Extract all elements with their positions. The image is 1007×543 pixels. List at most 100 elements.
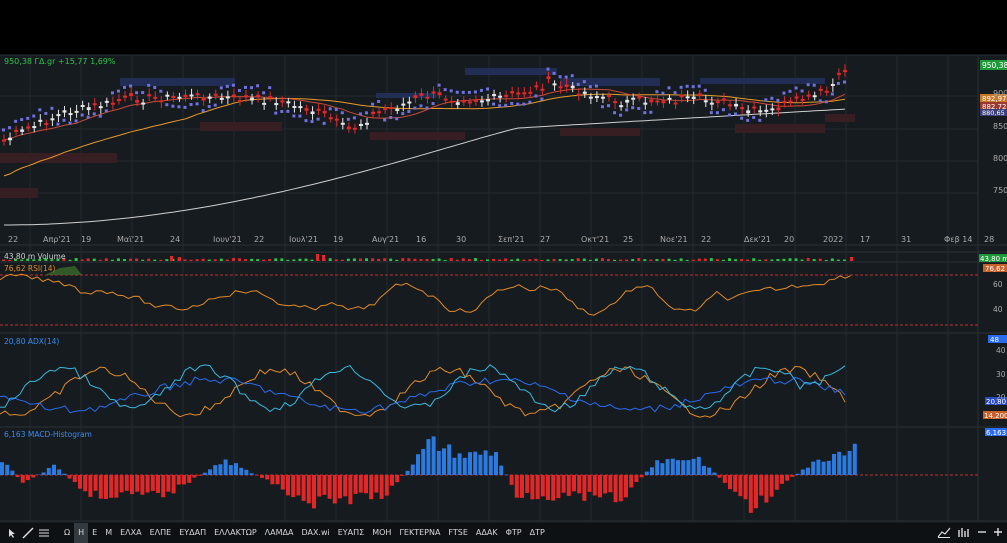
volume-bar	[419, 259, 423, 261]
price-zone	[0, 153, 117, 163]
volume-bar	[231, 258, 235, 261]
macd-bar	[306, 475, 311, 504]
sar-dot	[62, 118, 66, 122]
symbol-tab[interactable]: DAX.wi	[301, 528, 330, 537]
macd-bar	[202, 472, 207, 475]
symbol-tab[interactable]: ΛΑΜΔΑ	[264, 528, 294, 537]
price-tick: 800	[993, 154, 1007, 163]
candle-body	[570, 85, 575, 89]
time-tick: 19	[333, 235, 343, 244]
time-tick: 31	[901, 235, 911, 244]
symbol-tab[interactable]: ΕΥΑΠΣ	[337, 528, 365, 537]
sar-dot	[56, 122, 60, 126]
volume-bar	[752, 258, 756, 261]
candle-body	[340, 122, 345, 125]
macd-bar	[514, 475, 519, 498]
minus-icon[interactable]	[977, 526, 987, 540]
sar-dot	[607, 104, 610, 108]
candle-body	[389, 107, 394, 110]
sar-dot	[443, 88, 447, 92]
sar-dot	[679, 85, 683, 89]
drawing-line-icon[interactable]	[20, 523, 36, 543]
volume-bar	[250, 258, 254, 261]
pointer-icon[interactable]	[4, 523, 20, 543]
macd-bar	[728, 475, 732, 490]
supply-demand-zones	[0, 68, 855, 198]
macd-bar	[31, 475, 36, 478]
candle-body	[8, 137, 13, 141]
macd-bar	[488, 455, 493, 475]
symbol-tab[interactable]: ΑΔΑΚ	[475, 528, 498, 537]
sar-dot	[32, 114, 36, 118]
volume-bar	[800, 259, 804, 261]
candle-body	[383, 107, 388, 110]
sar-dot	[189, 102, 193, 106]
sar-dot	[425, 106, 429, 110]
candle-body	[728, 104, 732, 107]
sar-dot	[467, 90, 471, 94]
symbol-tab[interactable]: ΕΛΧΑ	[120, 528, 142, 537]
sar-dot	[758, 118, 762, 122]
macd-bar	[613, 475, 618, 503]
volume-bar	[178, 257, 181, 261]
volume-bar	[685, 259, 689, 261]
symbol-tab[interactable]: ΜΟΗ	[372, 528, 392, 537]
time-tick: 22	[8, 235, 18, 244]
macd-bar	[785, 475, 790, 481]
line-chart-icon[interactable]	[937, 526, 951, 540]
macd-bar	[790, 475, 795, 477]
sar-dot	[830, 92, 834, 96]
macd-bar	[447, 444, 452, 475]
bar-chart-icon[interactable]	[957, 526, 971, 540]
rsi-badge	[983, 264, 1007, 272]
volume-bar	[170, 256, 173, 261]
macd-bar	[135, 475, 140, 492]
macd-bar	[780, 475, 784, 484]
volume-bar	[68, 259, 72, 261]
last-price-badge	[980, 60, 1007, 70]
timeframe-month[interactable]: Μ	[105, 528, 113, 537]
symbol-tab[interactable]: ΕΛΛΑΚΤΩΡ	[214, 528, 257, 537]
indicators-icon[interactable]	[36, 523, 52, 543]
volume-bar	[395, 259, 399, 261]
candle-body	[504, 94, 509, 97]
sar-dot	[643, 111, 647, 115]
last-price-text: 950,38	[982, 61, 1007, 70]
macd-bar	[806, 467, 810, 475]
macd-bar	[551, 475, 556, 501]
volume-bar	[486, 259, 489, 261]
sar-dot	[165, 103, 169, 107]
timeframe-week[interactable]: Η	[74, 523, 89, 543]
volume-bar	[183, 259, 187, 261]
macd-bar	[426, 439, 431, 475]
symbol-tab[interactable]: ΕΥΔΑΠ	[179, 528, 207, 537]
macd-bar	[343, 475, 348, 497]
macd-bar	[296, 475, 301, 496]
symbol-tab[interactable]: ΓΕΚΤΕΡΝΑ	[399, 528, 441, 537]
macd-bar	[707, 467, 712, 475]
candle-body	[564, 84, 569, 88]
macd-bar	[530, 475, 535, 500]
sar-dot	[812, 83, 816, 87]
time-tick: Μαϊ'21	[117, 235, 144, 244]
candle-body	[141, 102, 146, 105]
timeframe-daily[interactable]: Ω	[64, 528, 71, 537]
sar-dot	[207, 105, 211, 109]
sar-dot	[383, 118, 387, 122]
symbol-tab[interactable]: ΦΤΡ	[505, 528, 522, 537]
volume-bar	[2, 259, 5, 261]
plus-icon[interactable]	[993, 526, 1003, 540]
volume-bar	[625, 259, 629, 261]
sar-dot	[582, 80, 586, 84]
macd-bar	[369, 475, 374, 500]
sar-dot	[619, 113, 623, 117]
symbol-tab[interactable]: ΕΛΠΕ	[149, 528, 172, 537]
volume-bar	[649, 259, 653, 261]
volume-bar	[467, 259, 471, 261]
symbol-tab[interactable]: FTSE	[448, 528, 468, 537]
time-tick: 17	[860, 235, 870, 244]
timeframe-e[interactable]: Ε	[92, 528, 98, 537]
ma-badge-3	[980, 109, 1007, 116]
symbol-tab[interactable]: ΔΤΡ	[529, 528, 545, 537]
